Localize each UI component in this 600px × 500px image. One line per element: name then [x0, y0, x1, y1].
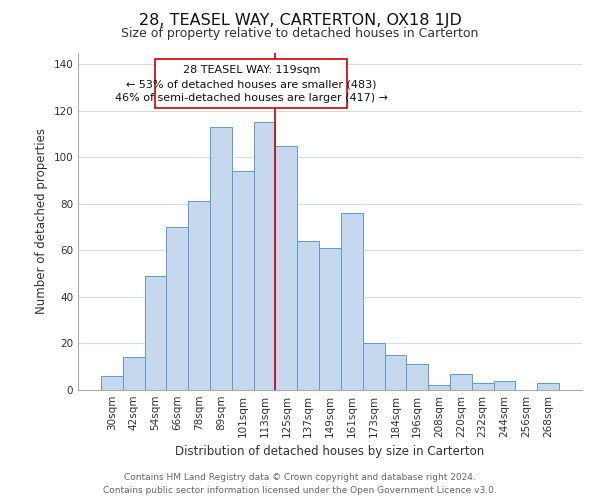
Bar	[428, 386, 450, 390]
Text: ← 53% of detached houses are smaller (483): ← 53% of detached houses are smaller (48…	[126, 80, 377, 90]
Bar	[275, 146, 297, 390]
Y-axis label: Number of detached properties: Number of detached properties	[35, 128, 48, 314]
Bar	[254, 122, 275, 390]
Bar	[450, 374, 472, 390]
Bar	[166, 227, 188, 390]
Text: 46% of semi-detached houses are larger (417) →: 46% of semi-detached houses are larger (…	[115, 93, 388, 103]
Text: Contains HM Land Registry data © Crown copyright and database right 2024.
Contai: Contains HM Land Registry data © Crown c…	[103, 474, 497, 495]
Bar	[494, 380, 515, 390]
Bar	[210, 127, 232, 390]
Bar	[341, 213, 363, 390]
Bar	[363, 344, 385, 390]
X-axis label: Distribution of detached houses by size in Carterton: Distribution of detached houses by size …	[175, 446, 485, 458]
Bar	[472, 383, 494, 390]
Bar	[101, 376, 123, 390]
Bar	[188, 202, 210, 390]
Bar	[537, 383, 559, 390]
Bar	[232, 171, 254, 390]
Bar	[123, 358, 145, 390]
FancyBboxPatch shape	[155, 60, 347, 108]
Bar	[385, 355, 406, 390]
Text: 28, TEASEL WAY, CARTERTON, OX18 1JD: 28, TEASEL WAY, CARTERTON, OX18 1JD	[139, 12, 461, 28]
Bar	[406, 364, 428, 390]
Text: Size of property relative to detached houses in Carterton: Size of property relative to detached ho…	[121, 28, 479, 40]
Bar	[145, 276, 166, 390]
Text: 28 TEASEL WAY: 119sqm: 28 TEASEL WAY: 119sqm	[183, 66, 320, 76]
Bar	[319, 248, 341, 390]
Bar	[297, 241, 319, 390]
